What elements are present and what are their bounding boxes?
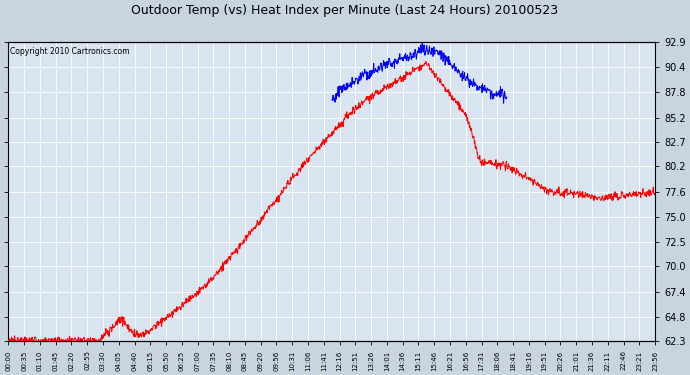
Text: Copyright 2010 Cartronics.com: Copyright 2010 Cartronics.com bbox=[10, 47, 130, 56]
Text: Outdoor Temp (vs) Heat Index per Minute (Last 24 Hours) 20100523: Outdoor Temp (vs) Heat Index per Minute … bbox=[131, 4, 559, 17]
